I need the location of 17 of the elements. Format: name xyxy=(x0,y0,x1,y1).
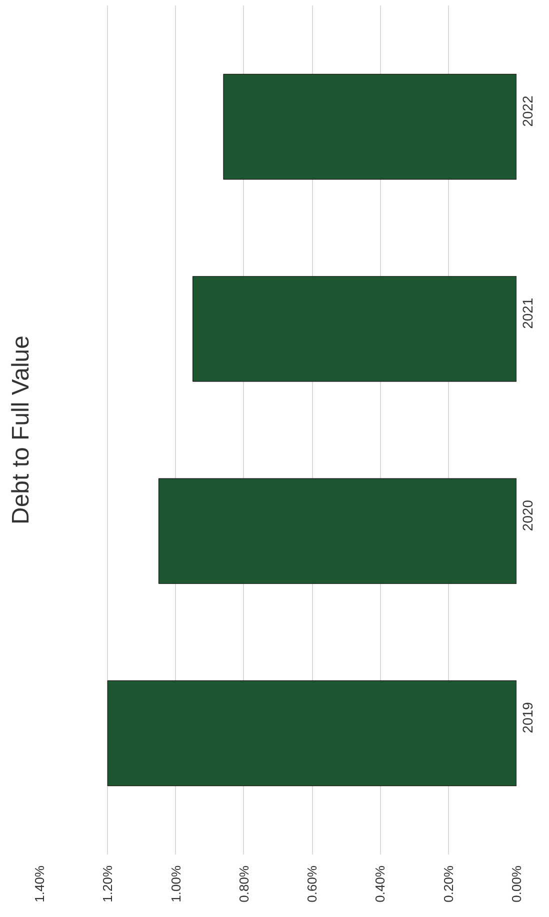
y-tick-label: 2020 xyxy=(520,500,536,532)
x-tick-label: 1.20% xyxy=(100,865,116,902)
x-tick-label: 0.80% xyxy=(236,865,252,902)
bar xyxy=(107,680,516,786)
bar xyxy=(223,74,516,180)
x-tick-label: 0.60% xyxy=(304,865,320,902)
x-tick-label: 0.20% xyxy=(440,865,456,902)
y-tick-label: 2021 xyxy=(520,298,536,329)
y-tick-label: 2022 xyxy=(520,95,536,127)
text: Debt to Full Value xyxy=(8,335,34,524)
x-tick-label: 1.00% xyxy=(168,865,184,902)
x-tick-label: 0.40% xyxy=(372,865,388,902)
bar xyxy=(192,276,516,382)
x-tick-label: 1.40% xyxy=(32,865,47,902)
bar xyxy=(158,478,516,584)
y-tick-label: 2019 xyxy=(520,702,536,734)
x-tick-label: 0.00% xyxy=(509,865,524,902)
